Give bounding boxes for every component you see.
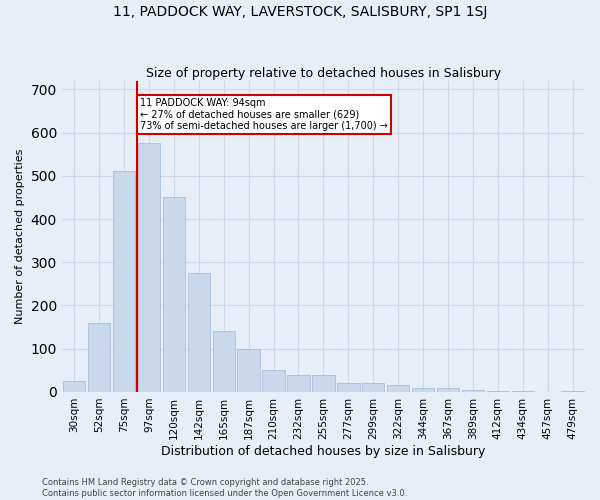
Bar xyxy=(287,374,310,392)
Bar xyxy=(212,332,235,392)
Bar xyxy=(387,386,409,392)
Bar xyxy=(461,390,484,392)
Bar xyxy=(362,384,385,392)
Bar xyxy=(562,390,584,392)
Bar xyxy=(63,381,85,392)
Bar xyxy=(487,390,509,392)
Bar xyxy=(88,323,110,392)
X-axis label: Distribution of detached houses by size in Salisbury: Distribution of detached houses by size … xyxy=(161,444,485,458)
Bar xyxy=(138,144,160,392)
Bar xyxy=(312,374,335,392)
Bar xyxy=(437,388,459,392)
Bar xyxy=(163,198,185,392)
Text: 11, PADDOCK WAY, LAVERSTOCK, SALISBURY, SP1 1SJ: 11, PADDOCK WAY, LAVERSTOCK, SALISBURY, … xyxy=(113,5,487,19)
Text: Contains HM Land Registry data © Crown copyright and database right 2025.
Contai: Contains HM Land Registry data © Crown c… xyxy=(42,478,407,498)
Title: Size of property relative to detached houses in Salisbury: Size of property relative to detached ho… xyxy=(146,66,501,80)
Bar xyxy=(337,384,359,392)
Bar xyxy=(188,273,210,392)
Bar xyxy=(238,348,260,392)
Bar xyxy=(113,172,135,392)
Text: 11 PADDOCK WAY: 94sqm
← 27% of detached houses are smaller (629)
73% of semi-det: 11 PADDOCK WAY: 94sqm ← 27% of detached … xyxy=(140,98,388,131)
Y-axis label: Number of detached properties: Number of detached properties xyxy=(15,148,25,324)
Bar xyxy=(262,370,285,392)
Bar xyxy=(412,388,434,392)
Bar xyxy=(512,391,534,392)
